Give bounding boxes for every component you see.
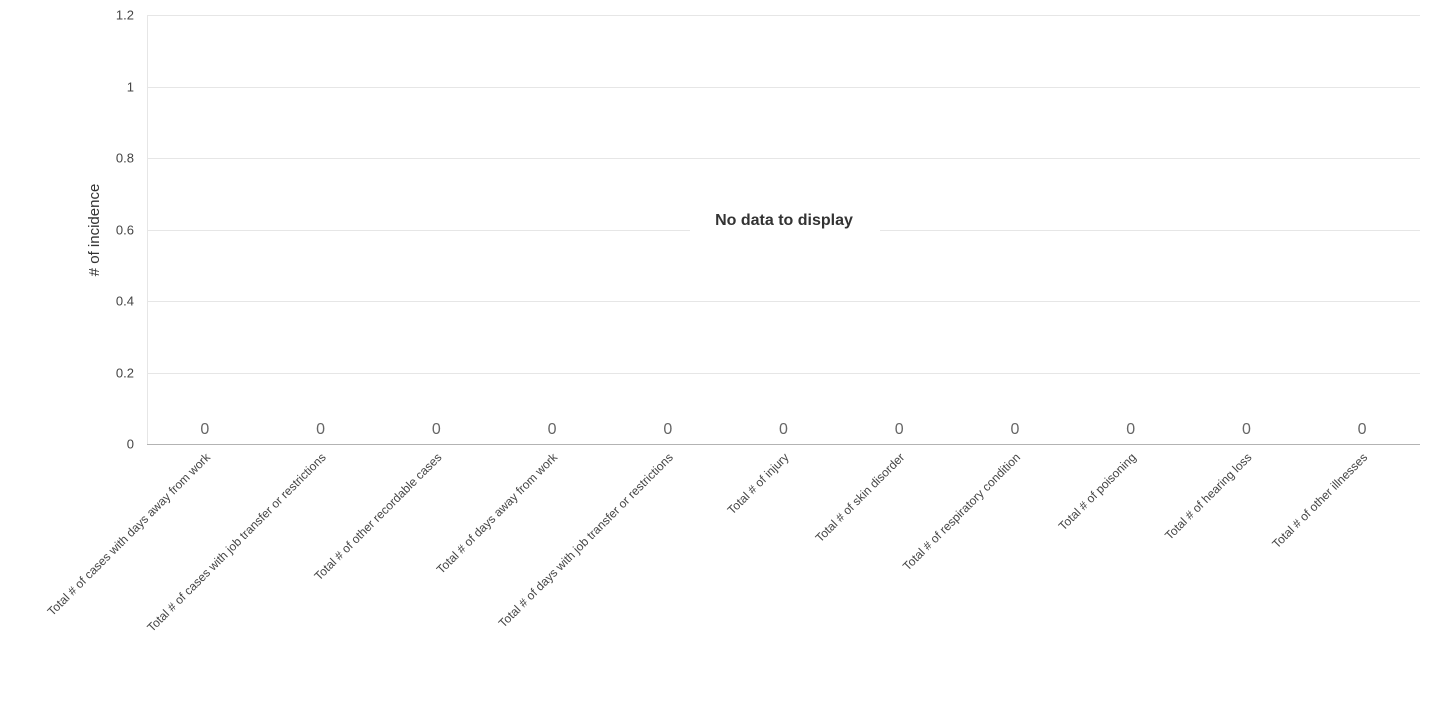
y-tick-label: 0.2 bbox=[116, 366, 134, 381]
x-tick-label: Total # of skin disorder bbox=[813, 450, 908, 545]
data-label: 0 bbox=[548, 421, 557, 438]
data-labels: 0 0 0 0 0 0 0 0 0 0 0 bbox=[200, 421, 1366, 438]
y-tick-label: 1.2 bbox=[116, 8, 134, 23]
data-label: 0 bbox=[779, 421, 788, 438]
y-tick-label: 0 bbox=[127, 437, 134, 452]
x-tick-label: Total # of days away from work bbox=[434, 450, 561, 577]
no-data-message: No data to display bbox=[715, 212, 853, 229]
data-label: 0 bbox=[1358, 421, 1367, 438]
axes bbox=[147, 15, 1420, 445]
y-axis-title: # of incidence bbox=[86, 184, 103, 277]
data-label: 0 bbox=[895, 421, 904, 438]
data-label: 0 bbox=[316, 421, 325, 438]
data-label: 0 bbox=[432, 421, 441, 438]
no-data-background bbox=[690, 203, 880, 235]
x-tick-label: Total # of hearing loss bbox=[1162, 450, 1254, 542]
x-tick-label: Total # of other illnesses bbox=[1269, 450, 1370, 551]
x-tick-label: Total # of injury bbox=[725, 450, 792, 517]
grid-lines bbox=[147, 15, 1420, 374]
y-tick-label: 0.6 bbox=[116, 223, 134, 238]
data-label: 0 bbox=[1242, 421, 1251, 438]
x-tick-label: Total # of poisoning bbox=[1056, 450, 1139, 533]
y-tick-label: 0.8 bbox=[116, 151, 134, 166]
y-axis-ticks: 0 0.2 0.4 0.6 0.8 1 1.2 bbox=[116, 8, 134, 452]
data-label: 0 bbox=[200, 421, 209, 438]
data-label: 0 bbox=[663, 421, 672, 438]
no-data-overlay: No data to display bbox=[690, 203, 880, 235]
x-axis-ticks: Total # of cases with days away from wor… bbox=[45, 450, 1371, 635]
data-label: 0 bbox=[1126, 421, 1135, 438]
x-tick-label: Total # of cases with job transfer or re… bbox=[144, 450, 328, 634]
data-label: 0 bbox=[1011, 421, 1020, 438]
x-tick-label: Total # of other recordable cases bbox=[311, 450, 444, 583]
y-tick-label: 1 bbox=[127, 80, 134, 95]
x-tick-label: Total # of respiratory condition bbox=[900, 450, 1023, 573]
y-tick-label: 0.4 bbox=[116, 294, 134, 309]
